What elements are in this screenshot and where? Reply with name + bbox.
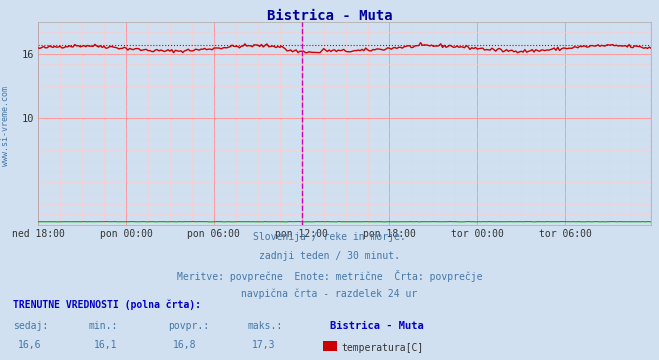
Text: sedaj:: sedaj: xyxy=(13,321,48,331)
Text: 16,6: 16,6 xyxy=(18,341,42,351)
Text: navpična črta - razdelek 24 ur: navpična črta - razdelek 24 ur xyxy=(241,288,418,299)
Text: 16,8: 16,8 xyxy=(173,341,196,351)
Text: TRENUTNE VREDNOSTI (polna črta):: TRENUTNE VREDNOSTI (polna črta): xyxy=(13,299,201,310)
Text: 17,3: 17,3 xyxy=(252,341,275,351)
Text: Meritve: povprečne  Enote: metrične  Črta: povprečje: Meritve: povprečne Enote: metrične Črta:… xyxy=(177,270,482,282)
Text: povpr.:: povpr.: xyxy=(168,321,209,331)
Text: Bistrica - Muta: Bistrica - Muta xyxy=(330,321,423,331)
Text: zadnji teden / 30 minut.: zadnji teden / 30 minut. xyxy=(259,251,400,261)
Text: 16,1: 16,1 xyxy=(94,341,117,351)
Text: Bistrica - Muta: Bistrica - Muta xyxy=(267,9,392,23)
Text: Slovenija / reke in morje.: Slovenija / reke in morje. xyxy=(253,232,406,242)
Text: temperatura[C]: temperatura[C] xyxy=(341,343,424,354)
Text: min.:: min.: xyxy=(89,321,119,331)
Text: www.si-vreme.com: www.si-vreme.com xyxy=(1,86,10,166)
Text: maks.:: maks.: xyxy=(247,321,282,331)
